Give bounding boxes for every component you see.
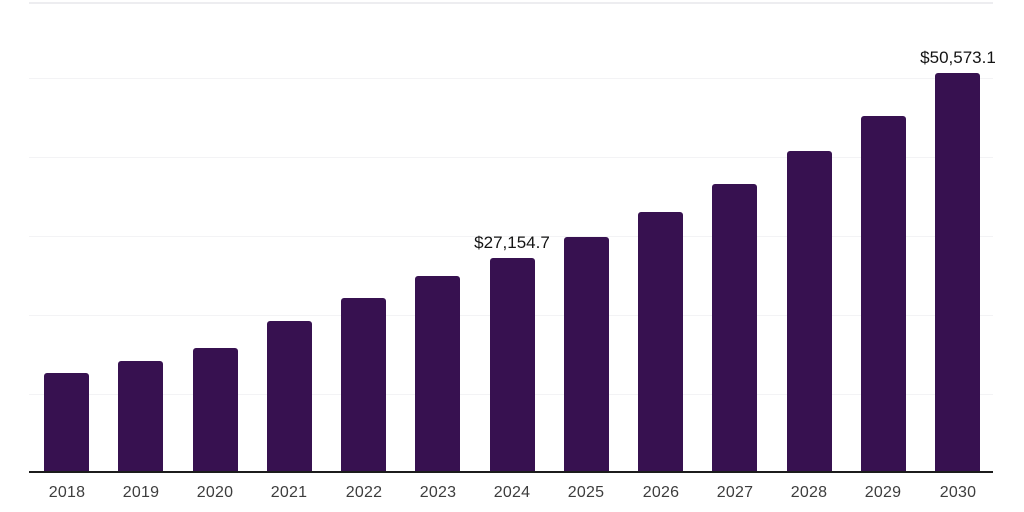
x-tick-label-2023: 2023 — [419, 484, 457, 501]
x-tick-label-2019: 2019 — [122, 484, 160, 501]
value-label-2024: $27,154.7 — [474, 233, 550, 252]
x-tick-label-2024: 2024 — [493, 484, 531, 501]
x-tick-label-2027: 2027 — [716, 484, 754, 501]
bar-2028[interactable] — [787, 151, 832, 473]
x-tick-label-2026: 2026 — [642, 484, 680, 501]
bar-2019[interactable] — [118, 361, 163, 473]
gridline-30000 — [29, 236, 993, 237]
bar-2022[interactable] — [341, 298, 386, 473]
x-tick-label-2030: 2030 — [939, 484, 977, 501]
bar-2024[interactable] — [490, 258, 535, 473]
bar-2023[interactable] — [415, 276, 460, 473]
x-tick-label-2029: 2029 — [864, 484, 902, 501]
gridline-40000 — [29, 157, 993, 158]
x-tick-label-2025: 2025 — [567, 484, 605, 501]
x-tick-label-2020: 2020 — [196, 484, 234, 501]
bar-2018[interactable] — [44, 373, 89, 473]
value-label-2030: $50,573.1 — [920, 48, 996, 67]
bar-2025[interactable] — [564, 237, 609, 473]
bar-2026[interactable] — [638, 212, 683, 473]
x-axis-line — [29, 471, 993, 473]
x-tick-label-2028: 2028 — [790, 484, 828, 501]
bar-2030[interactable] — [935, 73, 980, 473]
plot-top-border — [29, 2, 993, 4]
x-tick-label-2018: 2018 — [48, 484, 86, 501]
x-tick-label-2022: 2022 — [345, 484, 383, 501]
bar-2029[interactable] — [861, 116, 906, 473]
gridline-50000 — [29, 78, 993, 79]
bar-2021[interactable] — [267, 321, 312, 473]
bar-2027[interactable] — [712, 184, 757, 473]
bar-2020[interactable] — [193, 348, 238, 473]
x-tick-label-2021: 2021 — [270, 484, 308, 501]
